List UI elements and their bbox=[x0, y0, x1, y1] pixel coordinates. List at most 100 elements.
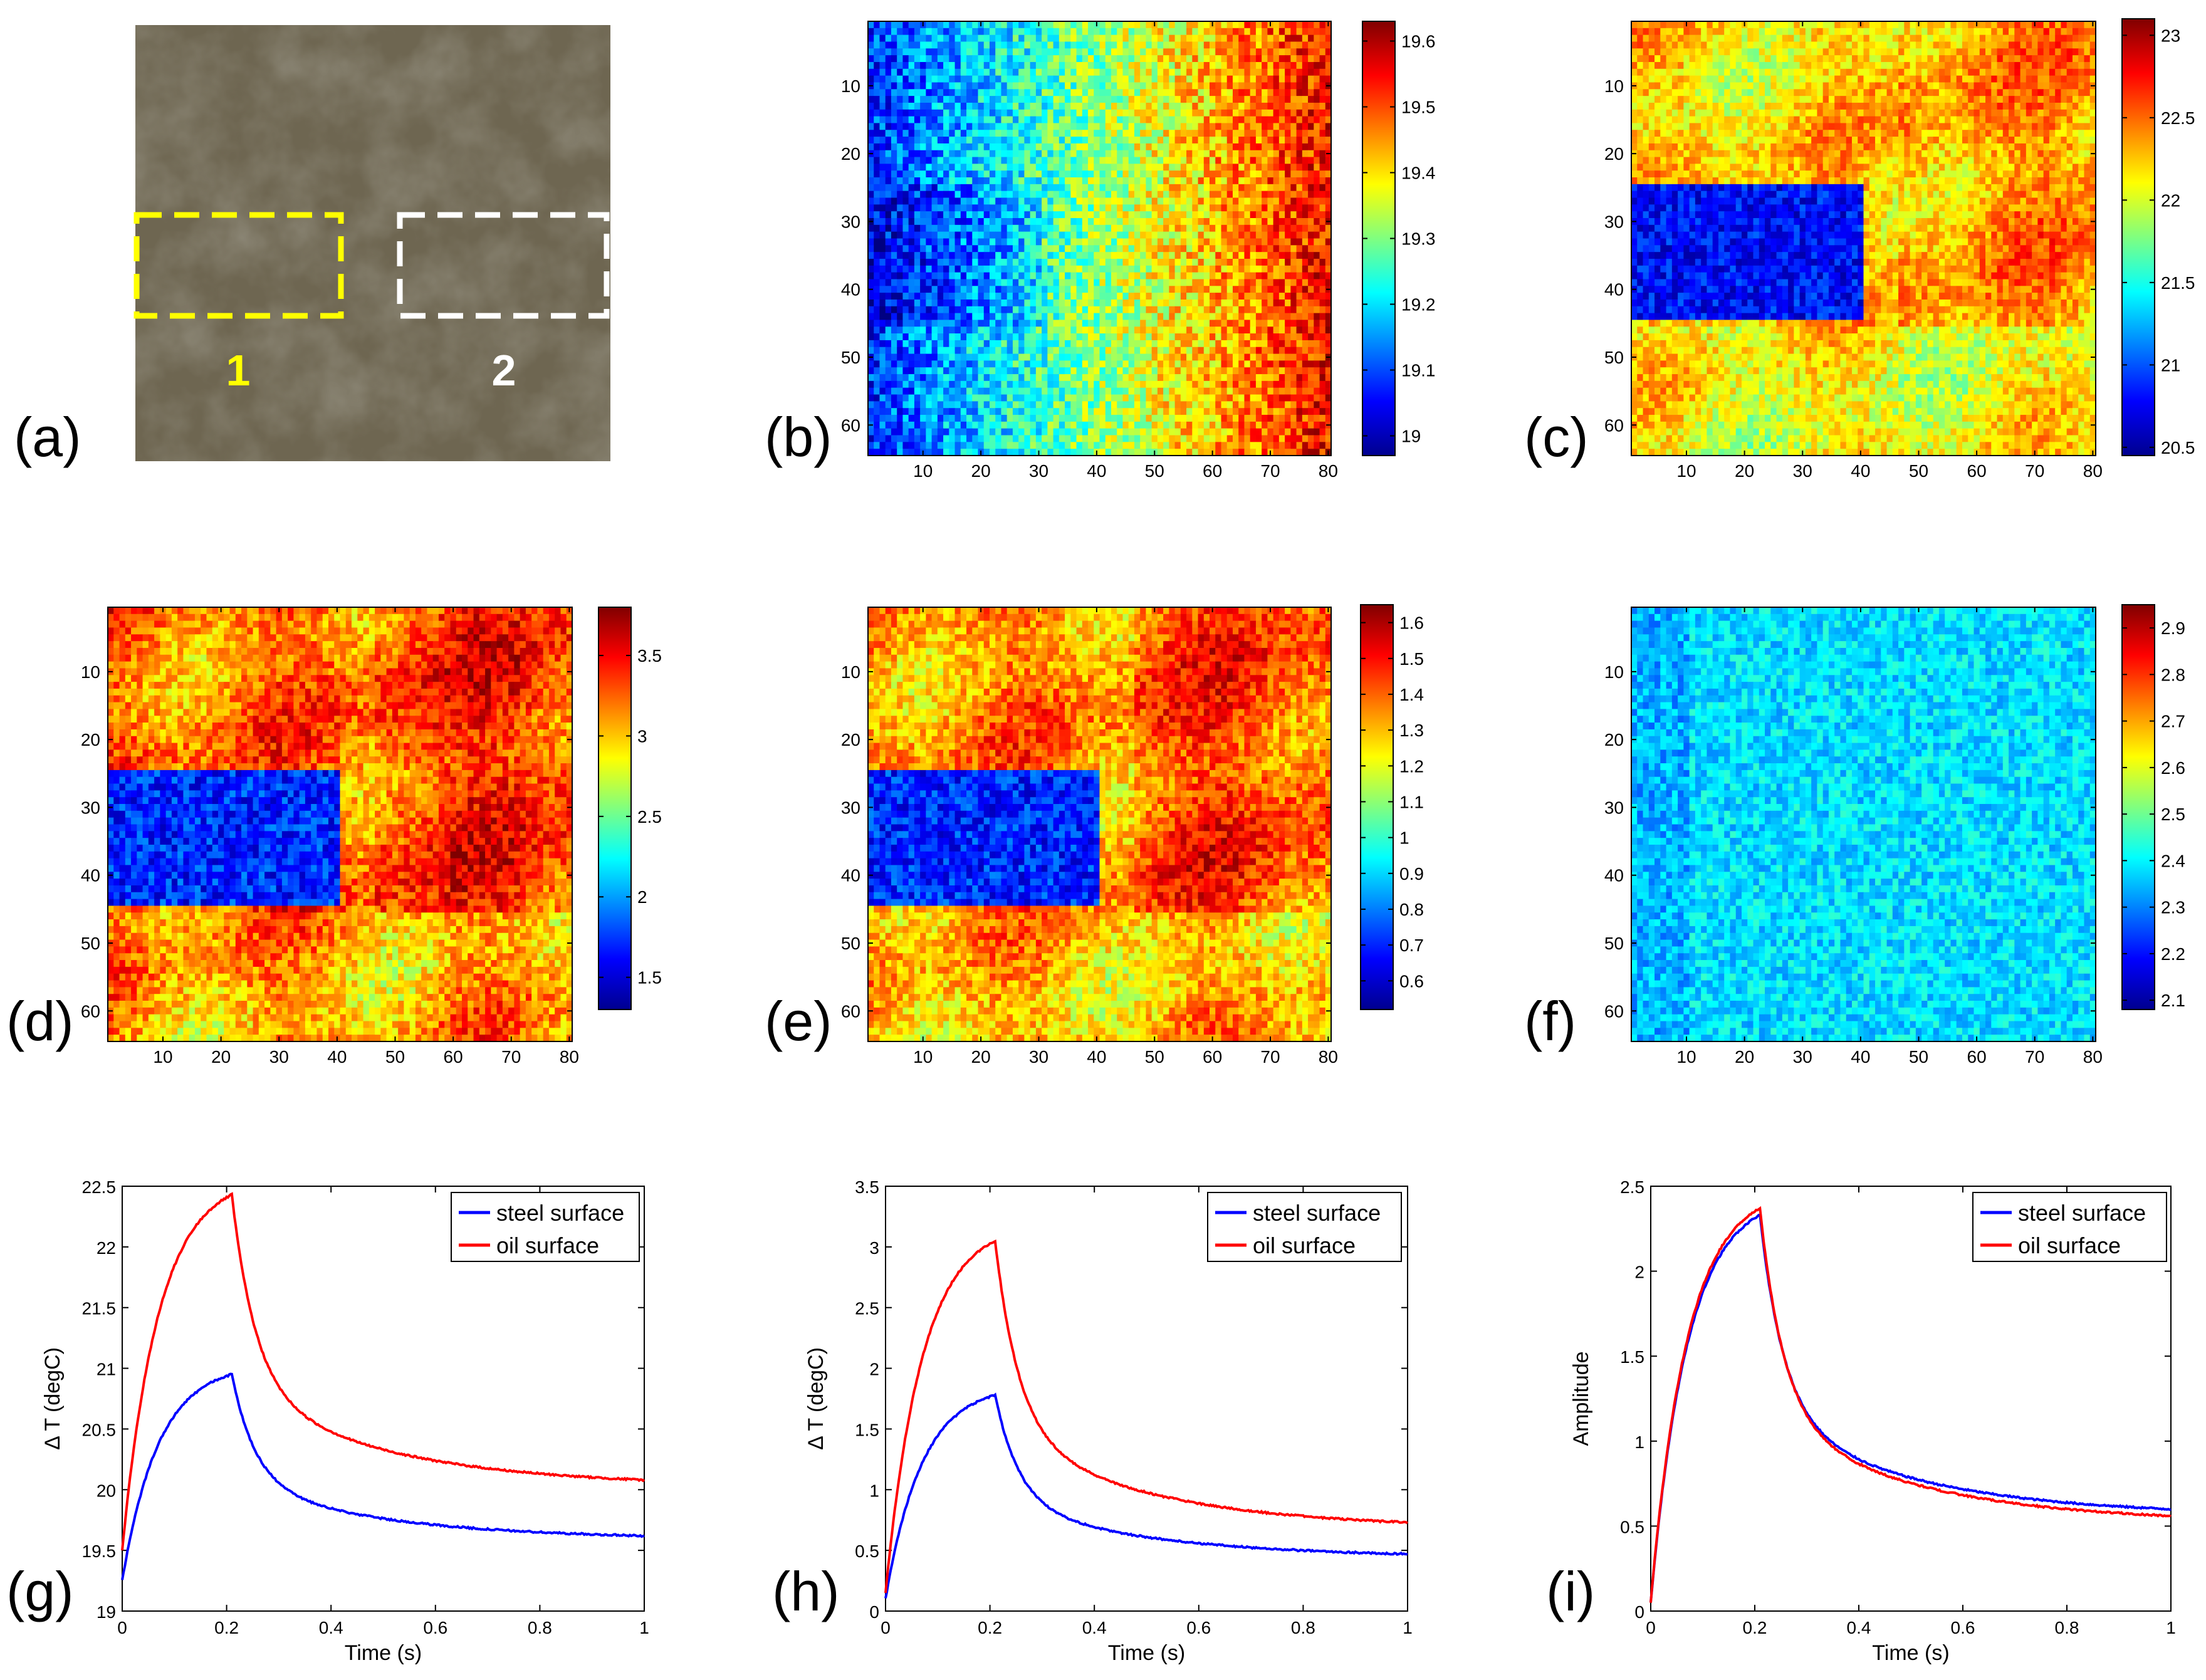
heatmap-cell bbox=[966, 123, 973, 130]
heatmap-cell bbox=[995, 137, 1002, 144]
heatmap-cell bbox=[1319, 374, 1326, 382]
heatmap-cell bbox=[1192, 408, 1199, 415]
heatmap-cell bbox=[1047, 415, 1054, 422]
heatmap-cell bbox=[1024, 150, 1031, 158]
heatmap-cell bbox=[1151, 245, 1158, 253]
heatmap-cell bbox=[931, 415, 938, 422]
heatmap-cell bbox=[1267, 353, 1274, 362]
heatmap-cell bbox=[1001, 367, 1008, 375]
heatmap-cell bbox=[926, 224, 933, 232]
heatmap-cell bbox=[1285, 265, 1291, 273]
heatmap-cell bbox=[902, 170, 909, 178]
heatmap-cell bbox=[1099, 157, 1106, 164]
heatmap-cell bbox=[978, 177, 985, 185]
heatmap-cell bbox=[1262, 48, 1268, 56]
heatmap-cell bbox=[1053, 82, 1060, 90]
heatmap-cell bbox=[1001, 41, 1008, 49]
heatmap-cell bbox=[1070, 123, 1077, 130]
heatmap-cell bbox=[897, 48, 904, 56]
heatmap-cell bbox=[1325, 401, 1332, 409]
heatmap-cell bbox=[1186, 184, 1193, 192]
heatmap-cell bbox=[995, 116, 1002, 124]
heatmap-cell bbox=[1163, 367, 1169, 375]
heatmap-cell bbox=[1226, 367, 1233, 375]
heatmap-cell bbox=[1267, 177, 1274, 185]
heatmap-cell bbox=[1210, 347, 1216, 355]
heatmap-cell bbox=[937, 265, 944, 273]
heatmap-cell bbox=[978, 204, 985, 212]
heatmap-cell bbox=[983, 415, 990, 422]
heatmap-cell bbox=[1285, 320, 1291, 327]
heatmap-cell bbox=[1186, 245, 1193, 253]
heatmap-cell bbox=[1308, 109, 1314, 117]
heatmap-cell bbox=[1024, 61, 1031, 70]
heatmap-cell bbox=[1308, 258, 1314, 266]
heatmap-cell bbox=[1163, 61, 1169, 70]
heatmap-cell bbox=[1012, 61, 1019, 70]
heatmap-cell bbox=[885, 374, 892, 382]
heatmap-cell bbox=[1302, 34, 1309, 43]
heatmap-cell bbox=[972, 75, 979, 83]
heatmap-cell bbox=[1122, 96, 1129, 103]
heatmap-cell bbox=[1244, 415, 1251, 422]
heatmap-cell bbox=[1238, 75, 1245, 83]
heatmap-cell bbox=[1180, 143, 1187, 151]
heatmap-cell bbox=[978, 96, 985, 103]
heatmap-cell bbox=[874, 286, 881, 293]
heatmap-cell bbox=[897, 55, 904, 63]
heatmap-cell bbox=[1285, 293, 1291, 300]
heatmap-cell bbox=[1059, 170, 1065, 178]
heatmap-cell bbox=[1146, 326, 1153, 334]
heatmap-cell bbox=[1111, 137, 1117, 144]
heatmap-cell bbox=[1325, 157, 1332, 164]
heatmap-cell bbox=[1035, 326, 1042, 334]
heatmap-cell bbox=[995, 218, 1002, 226]
heatmap-cell bbox=[1186, 211, 1193, 219]
heatmap-cell bbox=[1111, 102, 1117, 110]
heatmap-cell bbox=[1001, 116, 1008, 124]
heatmap-cell bbox=[1226, 123, 1233, 130]
heatmap-cell bbox=[995, 21, 1002, 29]
heatmap-cell bbox=[879, 28, 886, 36]
heatmap-cell bbox=[914, 435, 921, 442]
heatmap-cell bbox=[1006, 211, 1013, 219]
heatmap-cell bbox=[1285, 157, 1291, 164]
heatmap-cell bbox=[1059, 61, 1065, 70]
heatmap-cell bbox=[1319, 61, 1326, 70]
heatmap-cell bbox=[1105, 293, 1112, 300]
heatmap-cell bbox=[1001, 258, 1008, 266]
heatmap-cell bbox=[1285, 279, 1291, 286]
heatmap-cell bbox=[1122, 360, 1129, 368]
heatmap-cell bbox=[1042, 82, 1048, 90]
heatmap-cell bbox=[1105, 245, 1112, 253]
heatmap-cell bbox=[1273, 320, 1280, 327]
heatmap-cell bbox=[954, 137, 961, 144]
heatmap-cell bbox=[1296, 306, 1303, 314]
heatmap-cell bbox=[960, 190, 967, 199]
heatmap-cell bbox=[937, 184, 944, 192]
heatmap-cell bbox=[983, 367, 990, 375]
heatmap-cell bbox=[1278, 102, 1285, 110]
heatmap-cell bbox=[926, 190, 933, 199]
heatmap-cell bbox=[1030, 286, 1037, 293]
heatmap-cell bbox=[1018, 265, 1025, 273]
heatmap-cell bbox=[1262, 286, 1268, 293]
heatmap-cell bbox=[1006, 442, 1013, 449]
heatmap-cell bbox=[989, 224, 996, 232]
heatmap-cell bbox=[879, 272, 886, 280]
heatmap-cell bbox=[1215, 204, 1222, 212]
heatmap-cell bbox=[1238, 374, 1245, 382]
heatmap-cell bbox=[885, 367, 892, 375]
heatmap-cell bbox=[891, 41, 897, 49]
heatmap-cell bbox=[931, 137, 938, 144]
heatmap-cell bbox=[1035, 347, 1042, 355]
heatmap-cell bbox=[914, 61, 921, 70]
heatmap-cell bbox=[1012, 360, 1019, 368]
heatmap-cell bbox=[1157, 55, 1164, 63]
heatmap-cell bbox=[1226, 333, 1233, 341]
heatmap-cell bbox=[1174, 204, 1181, 212]
heatmap-cell bbox=[1105, 116, 1112, 124]
heatmap-cell bbox=[868, 408, 874, 415]
heatmap-cell bbox=[1215, 170, 1222, 178]
heatmap-cell bbox=[1117, 197, 1124, 205]
